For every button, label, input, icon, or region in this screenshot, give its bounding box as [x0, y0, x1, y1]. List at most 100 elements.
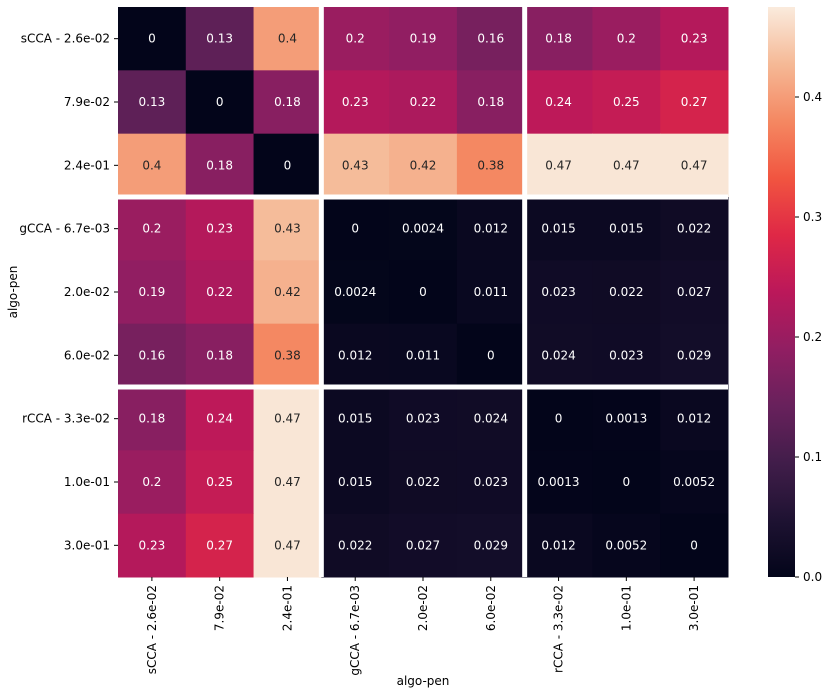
heatmap-cell — [524, 513, 593, 578]
heatmap-cell — [321, 513, 390, 578]
cell-value-label: 0.2 — [346, 32, 365, 46]
cell-value-label: 0.012 — [541, 538, 575, 552]
cell-value-label: 0.023 — [609, 348, 643, 362]
cell-value-label: 0.47 — [274, 538, 301, 552]
cell-value-label: 0.22 — [206, 285, 233, 299]
heatmap-cell — [524, 197, 593, 261]
heatmap-cell — [253, 450, 322, 515]
colorbar-tick-label: 0.2 — [803, 330, 822, 344]
x-tick-label: 7.9e-02 — [213, 585, 227, 631]
heatmap-cell — [253, 7, 322, 71]
heatmap-cell — [321, 133, 390, 198]
heatmap-cell — [321, 260, 390, 325]
heatmap-cell — [660, 387, 729, 451]
cell-value-label: 0 — [351, 222, 359, 236]
heatmap-cell — [592, 70, 661, 135]
y-tick-label: 1.0e-01 — [64, 475, 110, 489]
heatmap-cell — [456, 387, 526, 451]
y-tick-label: 3.0e-01 — [64, 538, 110, 552]
cell-value-label: 0.24 — [545, 95, 572, 109]
cell-value-label: 0.18 — [545, 32, 572, 46]
cell-value-label: 0 — [148, 32, 156, 46]
cell-value-label: 0.18 — [206, 158, 233, 172]
x-axis-label: algo-pen — [397, 674, 450, 688]
x-tick-label: rCCA - 3.3e-02 — [552, 585, 566, 673]
cell-value-label: 0.23 — [681, 32, 708, 46]
cell-value-label: 0.47 — [613, 158, 640, 172]
heatmap-cell — [118, 7, 187, 71]
y-tick-label: sCCA - 2.6e-02 — [21, 32, 110, 46]
heatmap-cell — [660, 323, 729, 388]
heatmap-cell — [592, 197, 661, 261]
heatmap-cell — [660, 7, 729, 71]
colorbar-tick-label: 0.1 — [803, 450, 822, 464]
colorbar-tick-label: 0.0 — [803, 570, 822, 584]
cell-value-label: 0.13 — [139, 95, 166, 109]
heatmap-cell — [321, 323, 390, 388]
cell-value-label: 0.0052 — [605, 538, 647, 552]
cell-value-label: 0.023 — [406, 412, 440, 426]
cell-value-label: 0.19 — [139, 285, 166, 299]
heatmap-cell — [660, 513, 729, 578]
y-axis-label: algo-pen — [6, 266, 20, 319]
x-tick-label: 2.0e-02 — [416, 585, 430, 631]
cell-value-label: 0.015 — [338, 475, 372, 489]
cell-value-label: 0.18 — [206, 348, 233, 362]
x-tick-label: 2.4e-01 — [280, 585, 294, 631]
cell-value-label: 0.25 — [613, 95, 640, 109]
heatmap-cell — [660, 197, 729, 261]
cell-value-label: 0.0052 — [673, 475, 715, 489]
cell-value-label: 0.027 — [677, 285, 711, 299]
cell-value-label: 0.0013 — [605, 412, 647, 426]
heatmap-cell — [321, 7, 390, 71]
cell-value-label: 0.0024 — [334, 285, 376, 299]
cell-value-label: 0.38 — [274, 348, 301, 362]
cell-value-label: 0.27 — [206, 538, 233, 552]
heatmap-cell — [660, 70, 729, 135]
heatmap-cell — [321, 387, 390, 451]
cell-value-label: 0.16 — [139, 348, 166, 362]
colorbar-tick-label: 0.4 — [803, 90, 822, 104]
heatmap-cell — [389, 323, 458, 388]
cell-value-label: 0.22 — [410, 95, 437, 109]
heatmap-cell — [660, 450, 729, 515]
cell-value-label: 0.24 — [206, 412, 233, 426]
heatmap-cell — [660, 133, 729, 198]
cell-value-label: 0.2 — [617, 32, 636, 46]
x-axis-ticks: sCCA - 2.6e-02 7.9e-02 2.4e-01 gCCA - 6.7e-… — [145, 577, 701, 676]
heatmap-cell — [592, 323, 661, 388]
cell-value-label: 0.4 — [142, 158, 161, 172]
cell-value-label: 0.011 — [474, 285, 508, 299]
y-tick-label: gCCA - 6.7e-03 — [19, 222, 110, 236]
heatmap-cell — [389, 513, 458, 578]
cell-value-label: 0.0013 — [538, 475, 580, 489]
cell-value-label: 0.024 — [474, 412, 508, 426]
colorbar-gradient — [768, 7, 795, 577]
heatmap-cell — [456, 513, 526, 578]
heatmap-cell — [118, 387, 187, 451]
cell-value-label: 0.19 — [410, 32, 437, 46]
heatmap-cell — [321, 70, 390, 135]
x-tick-label: gCCA - 6.7e-03 — [348, 585, 362, 676]
cell-value-label: 0.18 — [477, 95, 504, 109]
cell-value-label: 0 — [690, 538, 698, 552]
cell-value-label: 0.015 — [609, 222, 643, 236]
heatmap-cell — [118, 70, 187, 135]
heatmap-cell — [524, 387, 593, 451]
heatmap-cell — [253, 197, 322, 261]
cell-value-label: 0.13 — [206, 32, 233, 46]
x-tick-label: 6.0e-02 — [484, 585, 498, 631]
heatmap-cell — [389, 260, 458, 325]
cell-value-label: 0.023 — [541, 285, 575, 299]
heatmap-cell — [253, 260, 322, 325]
cell-value-label: 0.2 — [142, 222, 161, 236]
cell-value-label: 0.029 — [474, 538, 508, 552]
heatmap-cell — [456, 7, 526, 71]
cell-value-label: 0.43 — [342, 158, 369, 172]
heatmap-cell — [389, 133, 458, 198]
cell-value-label: 0.023 — [474, 475, 508, 489]
heatmap-cell — [389, 70, 458, 135]
cell-value-label: 0.022 — [677, 222, 711, 236]
heatmap-cell — [253, 133, 322, 198]
